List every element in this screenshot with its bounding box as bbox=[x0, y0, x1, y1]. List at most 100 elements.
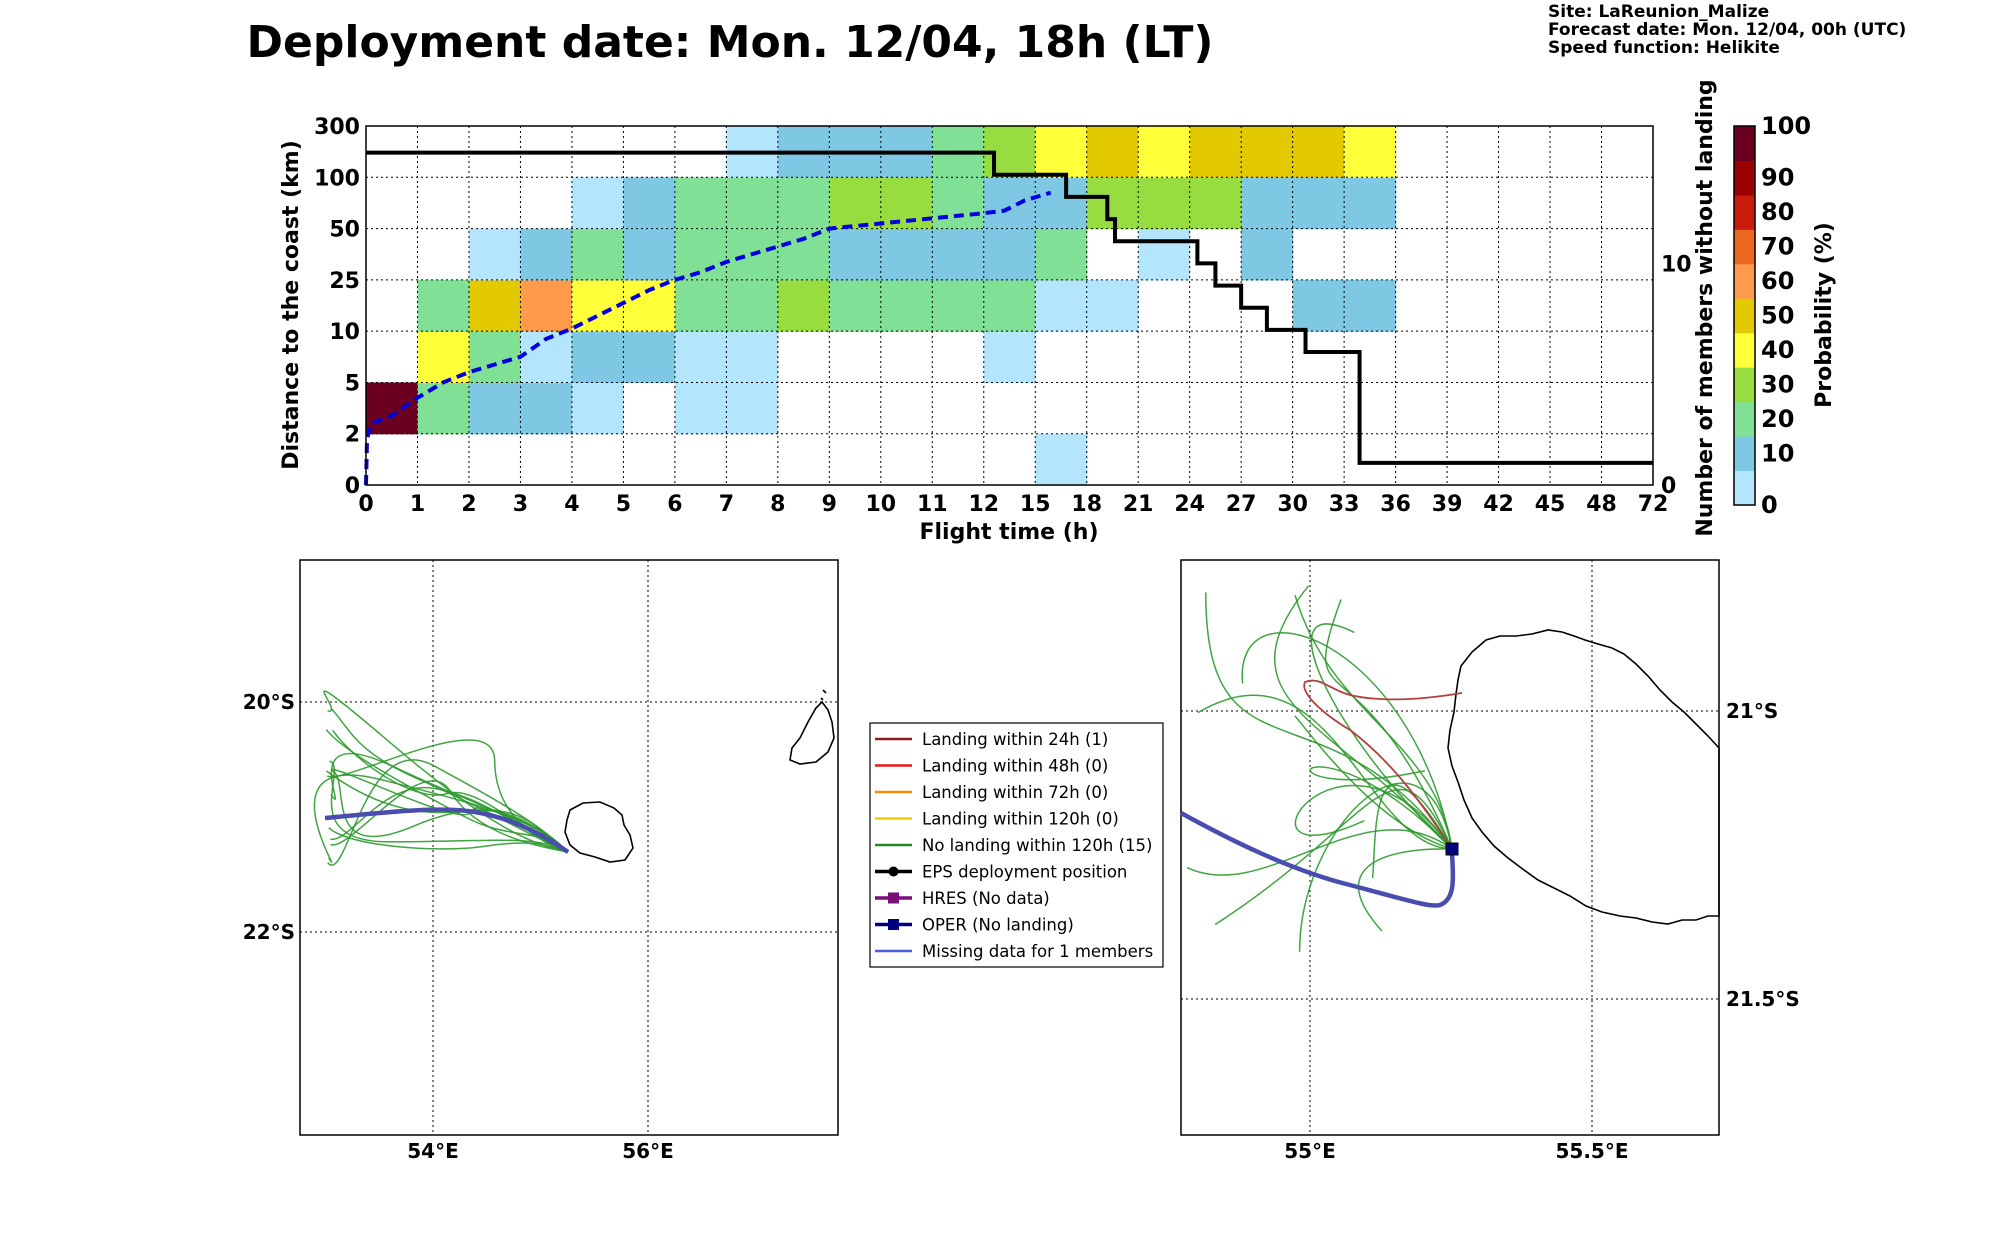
heatmap-cell-52 bbox=[932, 177, 985, 230]
heatmap-cell-24 bbox=[880, 279, 933, 332]
x-tick-15: 15 bbox=[1020, 492, 1051, 517]
heatmap-cell-15 bbox=[417, 279, 470, 332]
legend-item-5: EPS deployment position bbox=[875, 863, 1127, 882]
heatmap-cell-55 bbox=[1086, 177, 1139, 230]
legend-label-7: OPER (No landing) bbox=[922, 916, 1074, 935]
heatmap-cell-37 bbox=[777, 228, 830, 281]
heatmap-cell-12 bbox=[674, 331, 727, 384]
heatmap-cell-72 bbox=[1292, 126, 1345, 178]
map-local-ytick-0: 21°S bbox=[1726, 699, 1778, 723]
heatmap-cell-47 bbox=[674, 177, 727, 230]
heatmap-cell-48 bbox=[726, 177, 779, 230]
x-axis-label: Flight time (h) bbox=[919, 520, 1098, 545]
map-local-xtick-1: 55.5°E bbox=[1555, 1139, 1628, 1163]
y-tick-0: 0 bbox=[345, 474, 360, 499]
heatmap-cell-68 bbox=[1086, 126, 1139, 178]
heatmap-cell-26 bbox=[983, 279, 1036, 332]
x-tick-27: 27 bbox=[1226, 492, 1257, 517]
legend-label-6: HRES (No data) bbox=[922, 889, 1050, 908]
heatmap-cell-70 bbox=[1189, 126, 1242, 178]
colorbar-cells bbox=[1734, 126, 1755, 506]
colorbar-cell-10 bbox=[1734, 126, 1755, 161]
heatmap-cell-71 bbox=[1241, 126, 1294, 178]
x-tick-11: 11 bbox=[917, 492, 948, 517]
colorbar-cell-6 bbox=[1734, 263, 1755, 299]
colorbar-cell-2 bbox=[1734, 401, 1755, 437]
map-local-tracks bbox=[1186, 585, 1453, 952]
heatmap-cell-14 bbox=[983, 331, 1036, 384]
legend-label-4: No landing within 120h (15) bbox=[922, 836, 1152, 855]
map-regional-ytick-0: 20°S bbox=[243, 690, 295, 714]
forecast-info: Forecast date: Mon. 12/04, 00h (UTC) bbox=[1548, 20, 1906, 40]
heatmap-cell-54 bbox=[1035, 177, 1088, 230]
legend-marker-5 bbox=[888, 866, 899, 877]
y2-tick-0: 0 bbox=[1661, 474, 1676, 499]
legend-item-0: Landing within 24h (1) bbox=[875, 730, 1108, 749]
map-local-track-2 bbox=[1324, 599, 1453, 850]
heatmap-cell-33 bbox=[571, 228, 624, 281]
heatmap-cell-35 bbox=[674, 228, 727, 281]
colorbar-cell-5 bbox=[1734, 298, 1755, 334]
map-regional-coastline bbox=[564, 689, 835, 863]
map-regional-ytick-1: 22°S bbox=[243, 920, 295, 944]
map-local-landing-track bbox=[1303, 679, 1463, 850]
colorbar-cell-1 bbox=[1734, 436, 1755, 472]
x-tick-12: 12 bbox=[968, 492, 999, 517]
map-regional-track-8 bbox=[330, 786, 569, 853]
map-regional-xtick-1: 56°E bbox=[622, 1139, 674, 1163]
heatmap-cell-34 bbox=[623, 228, 676, 281]
heatmap-cell-31 bbox=[468, 228, 522, 281]
map-local-grid bbox=[1181, 560, 1719, 1135]
y-tick-5: 5 bbox=[345, 371, 360, 396]
y-axis-label: Distance to the coast (km) bbox=[279, 140, 304, 470]
heatmap-cell-22 bbox=[777, 279, 830, 332]
x-tick-5: 5 bbox=[616, 492, 631, 517]
x-tick-4: 4 bbox=[564, 492, 579, 517]
heatmap-chart: 0 1 2 3 4 5 6 7 8 9 10 11 12 15 18 21 24 27 30 33 36 39 42 45 48… bbox=[279, 79, 1718, 545]
heatmap-cell-56 bbox=[1138, 177, 1191, 230]
x-tick-labels: 0 1 2 3 4 5 6 7 8 9 10 11 12 15 18 21 24 27 30 33 36 39 42 45 48… bbox=[358, 492, 1668, 517]
x-tick-8: 8 bbox=[770, 492, 785, 517]
heatmap-cell-27 bbox=[1035, 279, 1088, 332]
x-tick-48: 48 bbox=[1586, 492, 1617, 517]
heatmap-cell-0 bbox=[366, 382, 419, 435]
x-tick-21: 21 bbox=[1123, 492, 1154, 517]
heatmap-cell-32 bbox=[520, 228, 573, 281]
y-tick-300: 300 bbox=[314, 115, 360, 140]
heatmap-cell-39 bbox=[880, 228, 933, 281]
heatmap-cell-5 bbox=[674, 382, 727, 435]
legend-item-2: Landing within 72h (0) bbox=[875, 783, 1108, 802]
heatmap-cell-46 bbox=[623, 177, 676, 230]
x-tick-2: 2 bbox=[461, 492, 476, 517]
heatmap-cell-25 bbox=[932, 279, 985, 332]
map-local: 55°E 55.5°E 21°S 21.5°S bbox=[1179, 559, 1800, 1163]
map-local-coastline bbox=[1447, 629, 1720, 925]
heatmap-cell-23 bbox=[829, 279, 882, 332]
map-regional-track-11 bbox=[313, 774, 569, 863]
colorbar-tick-80: 80 bbox=[1761, 198, 1794, 226]
legend-label-8: Missing data for 1 members bbox=[922, 942, 1153, 961]
x-tick-45: 45 bbox=[1535, 492, 1566, 517]
heatmap-cell-44 bbox=[1241, 228, 1294, 281]
heatmap-cell-6 bbox=[726, 382, 779, 435]
heatmap-cell-57 bbox=[1189, 177, 1242, 230]
colorbar-tick-30: 30 bbox=[1761, 370, 1794, 398]
map-local-track-9 bbox=[1357, 848, 1453, 932]
speed-info: Speed function: Helikite bbox=[1548, 38, 1780, 58]
x-tick-30: 30 bbox=[1277, 492, 1308, 517]
heatmap-cell-67 bbox=[1035, 126, 1088, 178]
heatmap-cell-41 bbox=[983, 228, 1036, 281]
y-tick-10: 10 bbox=[329, 320, 360, 345]
heatmap-cell-1 bbox=[417, 382, 470, 435]
colorbar-label: Probability (%) bbox=[1812, 222, 1837, 408]
heatmap-cell-53 bbox=[983, 177, 1036, 230]
legend-item-3: Landing within 120h (0) bbox=[875, 810, 1119, 829]
map-regional-xtick-0: 54°E bbox=[407, 1139, 459, 1163]
map-local-track-13 bbox=[1310, 623, 1453, 850]
map-regional-frame bbox=[299, 559, 839, 1136]
map-local-track-10 bbox=[1294, 594, 1453, 850]
map-local-track-4 bbox=[1294, 784, 1453, 850]
heatmap-cell-58 bbox=[1241, 177, 1294, 230]
